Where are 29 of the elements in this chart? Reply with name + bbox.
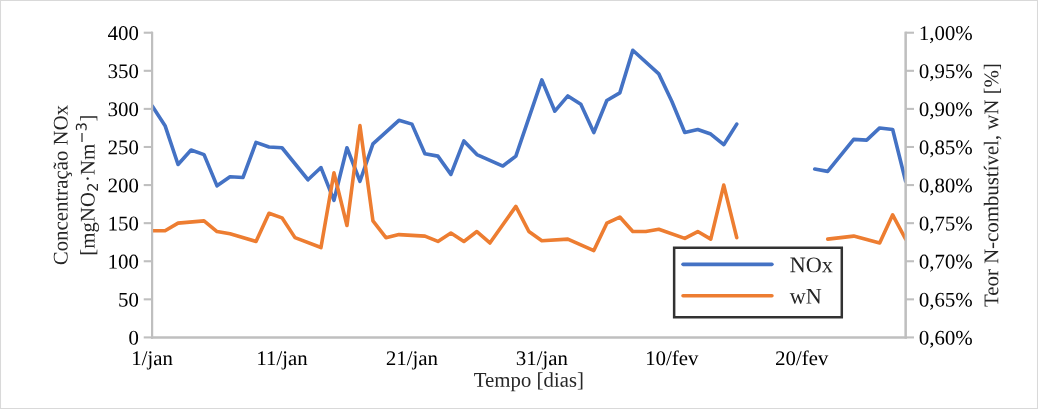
y2-tick-label: 0,95%: [919, 64, 972, 82]
x-tick-label: 11/jan: [258, 351, 308, 370]
y2-tick-label: 0,90%: [919, 102, 972, 120]
y-tick-label: 100: [109, 254, 139, 269]
y-tick-label: 400: [108, 26, 139, 41]
y-tick-label: 200: [108, 178, 139, 193]
y-tick-label: 150: [109, 216, 139, 231]
x-axis-title: Tempo [dias]: [474, 372, 583, 392]
y2-tick-label: 0,70%: [919, 254, 972, 272]
legend-label: NOx: [790, 257, 833, 273]
y2-tick-label: 0,65%: [919, 292, 972, 310]
y-axis-title: Concentração NOx [mgNO$_{2}$·Nm$^{−3}$]: [53, 105, 100, 265]
y2-tick-label: 0,80%: [919, 178, 972, 196]
y-tick-label: 0: [129, 330, 139, 345]
x-tick-label: 21/jan: [386, 351, 438, 370]
y-tick-label: 350: [108, 64, 139, 79]
y-tick-label: 250: [108, 140, 139, 155]
x-tick-label: 10/fev: [647, 350, 699, 366]
y-tick-label: 300: [108, 102, 139, 117]
y-tick-label: 50: [119, 292, 139, 307]
y2-axis-title: Teor N-combustível, wN [%]: [983, 64, 1002, 307]
y2-tick-label: 0,60%: [919, 330, 972, 348]
x-tick-label: 20/fev: [776, 350, 829, 366]
y2-tick-label: 0,75%: [919, 216, 972, 234]
y2-tick-label: 1,00%: [920, 26, 972, 44]
x-tick-label: 1/jan: [133, 351, 173, 370]
x-tick-label: 31/jan: [516, 351, 568, 370]
legend-label: wN: [789, 289, 822, 304]
y2-tick-label: 0,85%: [919, 140, 972, 158]
